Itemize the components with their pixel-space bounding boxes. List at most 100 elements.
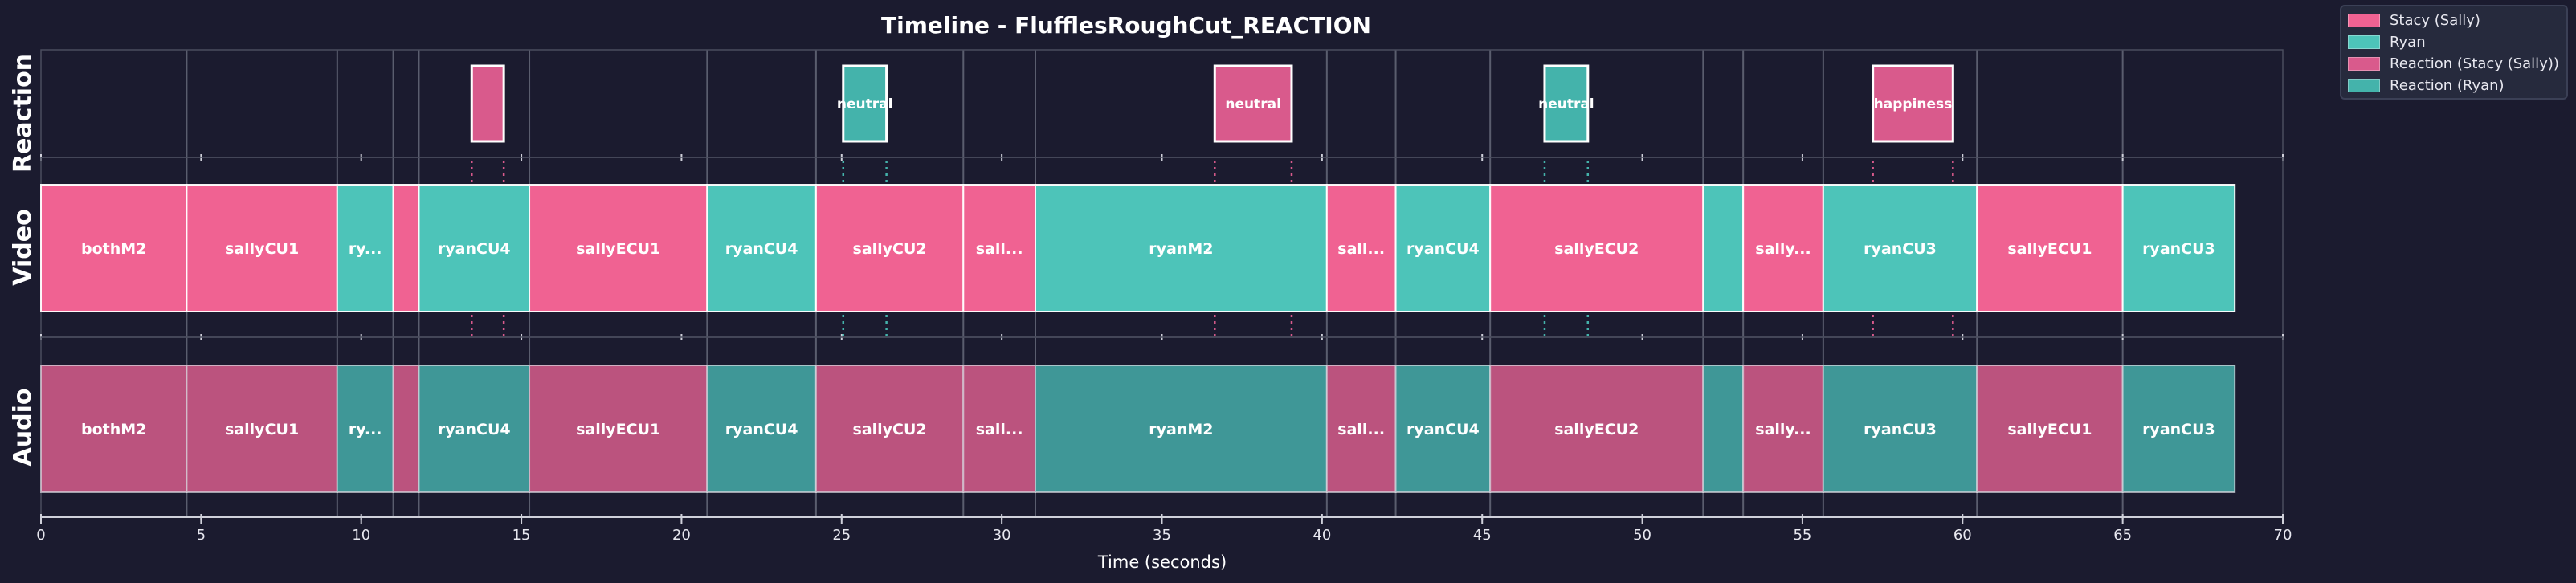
audio-clip-label-2: ry... (349, 421, 382, 438)
legend-label-sally: Stacy (Sally) (2390, 12, 2480, 29)
video-clip-14[interactable] (1742, 184, 1824, 312)
audio-clip-label-9: ryanM2 (1149, 421, 1213, 438)
video-clip-12[interactable] (1489, 184, 1704, 312)
x-tick-label-0: 0 (36, 527, 45, 544)
audio-clip-15[interactable] (1822, 365, 1978, 493)
audio-clip-2[interactable] (336, 365, 394, 493)
video-clip-10[interactable] (1325, 184, 1397, 312)
video-clip-label-4: ryanCU4 (438, 240, 511, 258)
legend-entry-reaction-sally: Reaction (Stacy (Sally)) (2348, 53, 2560, 75)
legend-entry-ryan: Ryan (2348, 31, 2560, 53)
video-clip-label-1: sallyCU1 (225, 240, 299, 258)
x-tick-label-13: 65 (2113, 527, 2132, 544)
reaction-label-1: neutral (837, 96, 893, 112)
audio-clip-0[interactable] (40, 365, 188, 493)
legend-label-ryan: Ryan (2390, 34, 2426, 51)
video-clip-17[interactable] (2121, 184, 2236, 312)
video-clip-label-11: ryanCU4 (1406, 240, 1480, 258)
video-clip-16[interactable] (1976, 184, 2124, 312)
video-clip-11[interactable] (1394, 184, 1492, 312)
legend: Stacy (Sally) Ryan Reaction (Stacy (Sall… (2340, 5, 2568, 100)
video-clip-label-8: sall... (976, 240, 1023, 258)
reaction-label-4: happiness (1874, 96, 1953, 112)
video-clip-label-10: sall... (1337, 240, 1385, 258)
reaction-marker-3[interactable] (1543, 64, 1590, 143)
audio-clip-label-10: sall... (1337, 421, 1385, 438)
video-clip-7[interactable] (814, 184, 965, 312)
legend-swatch-ryan (2348, 35, 2380, 49)
reaction-track: neutral neutral neutral happiness (470, 64, 1954, 143)
video-clip-0[interactable] (40, 184, 188, 312)
x-axis-label: Time (seconds) (1097, 552, 1227, 572)
track-labels: Reaction Video Audio (9, 54, 37, 467)
legend-label-reaction-ryan: Reaction (Ryan) (2390, 77, 2505, 94)
audio-clip-label-5: sallyECU1 (576, 421, 660, 438)
audio-clip-label-6: ryanCU4 (725, 421, 798, 438)
video-clip-label-6: ryanCU4 (725, 240, 798, 258)
video-clip-6[interactable] (706, 184, 817, 312)
legend-entry-sally: Stacy (Sally) (2348, 10, 2560, 31)
x-tick-label-6: 30 (993, 527, 1011, 544)
video-clip-13[interactable] (1702, 184, 1745, 312)
audio-clip-17[interactable] (2121, 365, 2236, 493)
video-clip-1[interactable] (186, 184, 338, 312)
audio-clip-9[interactable] (1035, 365, 1328, 493)
legend-swatch-sally (2348, 14, 2380, 27)
video-clip-4[interactable] (418, 184, 531, 312)
audio-clip-5[interactable] (529, 365, 708, 493)
audio-clip-label-8: sall... (976, 421, 1023, 438)
reaction-label-2: neutral (1225, 96, 1281, 112)
reaction-marker-1[interactable] (842, 64, 888, 143)
x-tick-label-7: 35 (1153, 527, 1171, 544)
audio-clip-label-14: sally... (1755, 421, 1811, 438)
video-clip-label-17: ryanCU3 (2142, 240, 2215, 258)
video-track: bothM2 sallyCU1 ry... ryanCU4 sallyECU1 ryanC… (40, 184, 2236, 312)
video-clip-9[interactable] (1035, 184, 1328, 312)
legend-swatch-reaction-ryan (2348, 79, 2380, 92)
audio-clip-label-1: sallyCU1 (225, 421, 299, 438)
video-clip-label-9: ryanM2 (1149, 240, 1213, 258)
audio-clip-label-12: sallyECU2 (1554, 421, 1639, 438)
x-tick-label-8: 40 (1312, 527, 1331, 544)
audio-track: bothM2 sallyCU1 ry... ryanCU4 sallyECU1 ryanC… (40, 365, 2236, 493)
x-tick-label-4: 20 (672, 527, 691, 544)
x-axis: 0 5 10 15 20 25 30 35 40 45 50 55 60 65 70 (36, 516, 2292, 544)
reaction-label-3: neutral (1538, 96, 1594, 112)
x-tick-label-9: 45 (1473, 527, 1492, 544)
legend-swatch-reaction-sally (2348, 57, 2380, 71)
video-clip-3[interactable] (392, 184, 420, 312)
video-clip-label-7: sallyCU2 (853, 240, 927, 258)
x-tick-label-3: 15 (512, 527, 531, 544)
video-clip-label-14: sally... (1755, 240, 1811, 258)
audio-clip-label-0: bothM2 (81, 421, 146, 438)
reaction-marker-4[interactable] (1872, 64, 1954, 143)
x-tick-label-2: 10 (352, 527, 370, 544)
x-tick-label-12: 60 (1953, 527, 1972, 544)
video-clip-label-0: bothM2 (81, 240, 146, 258)
audio-clip-14[interactable] (1742, 365, 1824, 493)
audio-clip-13[interactable] (1702, 365, 1745, 493)
video-clip-label-2: ry... (349, 240, 382, 258)
video-clip-label-15: ryanCU3 (1864, 240, 1937, 258)
x-tick-label-14: 70 (2274, 527, 2292, 544)
video-clip-15[interactable] (1822, 184, 1978, 312)
audio-clip-1[interactable] (186, 365, 338, 493)
video-clip-label-5: sallyECU1 (576, 240, 660, 258)
audio-clip-label-17: ryanCU3 (2142, 421, 2215, 438)
track-label-reaction: Reaction (9, 54, 37, 173)
audio-clip-label-16: sallyECU1 (2007, 421, 2092, 438)
x-tick-label-10: 50 (1633, 527, 1651, 544)
audio-clip-label-11: ryanCU4 (1406, 421, 1480, 438)
video-clip-5[interactable] (529, 184, 708, 312)
track-label-video: Video (9, 209, 37, 285)
track-label-audio: Audio (9, 389, 37, 467)
video-clip-8[interactable] (962, 184, 1037, 312)
audio-clip-label-7: sallyCU2 (853, 421, 927, 438)
reaction-marker-0[interactable] (470, 64, 505, 143)
audio-clip-12[interactable] (1489, 365, 1704, 493)
audio-clip-label-4: ryanCU4 (438, 421, 511, 438)
audio-clip-3[interactable] (392, 365, 420, 493)
reaction-marker-2[interactable] (1213, 64, 1293, 143)
